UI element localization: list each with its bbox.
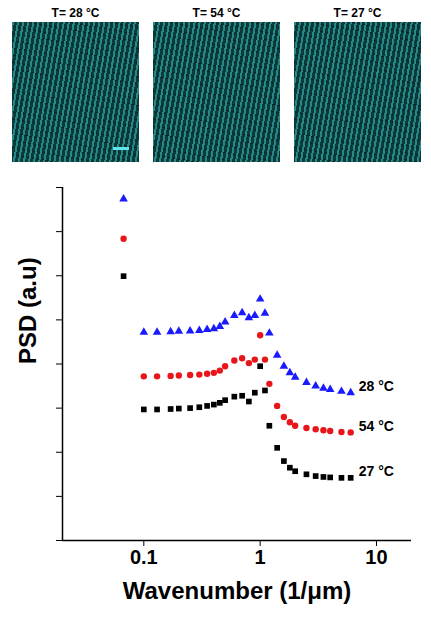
svg-text:54 °C: 54 °C bbox=[359, 418, 394, 434]
svg-text:PSD (a.u): PSD (a.u) bbox=[14, 257, 41, 364]
svg-text:1: 1 bbox=[255, 546, 266, 568]
html-text:T= 27 °C: T= 27 °C bbox=[333, 6, 382, 20]
html-text:T= 28 °C: T= 28 °C bbox=[51, 6, 100, 20]
svg-text:27 °C: 27 °C bbox=[359, 463, 394, 479]
html-text:T= 54 °C: T= 54 °C bbox=[192, 6, 241, 20]
svg-text:10: 10 bbox=[365, 546, 387, 568]
svg-text:28 °C: 28 °C bbox=[359, 378, 394, 394]
svg-text:0.1: 0.1 bbox=[130, 546, 158, 568]
svg-text:Wavenumber (1/μm): Wavenumber (1/μm) bbox=[123, 577, 352, 604]
